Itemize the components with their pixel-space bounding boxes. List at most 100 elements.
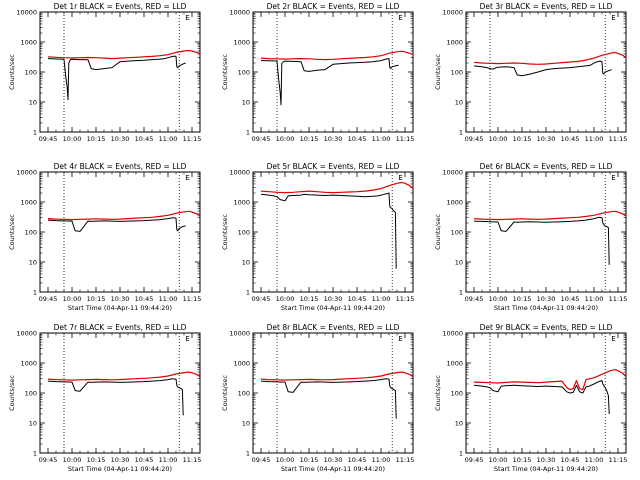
- y-tick-label: 100: [238, 69, 250, 77]
- marker-label: E: [398, 174, 402, 182]
- chart-panel-2: Det 2r BLACK = Events, RED = LLD 1 10 100 10…: [221, 2, 414, 143]
- y-tick-label: 1: [33, 450, 37, 458]
- y-tick-label: 100: [451, 390, 463, 398]
- chart-panel-5: Det 5r BLACK = Events, RED = LLD 1 10 100 10…: [221, 162, 414, 312]
- series-line-lld: [260, 50, 414, 61]
- x-tick-label: 11:00: [585, 295, 604, 303]
- x-tick-label: 11:15: [396, 135, 415, 143]
- x-tick-label: 10:30: [324, 295, 343, 303]
- chart-title: Det 1r BLACK = Events, RED = LLD: [54, 2, 187, 11]
- x-tick-label: 11:15: [609, 295, 628, 303]
- x-tick-label: 10:45: [135, 135, 154, 143]
- x-tick-label: 10:00: [63, 295, 82, 303]
- series-line-events: [260, 378, 397, 419]
- y-tick-label: 10: [29, 420, 37, 428]
- y-axis-label: Counts/sec: [221, 214, 229, 250]
- y-tick-label: 10: [455, 420, 463, 428]
- y-tick-label: 100: [25, 69, 37, 77]
- chart-title: Det 5r BLACK = Events, RED = LLD: [267, 162, 400, 171]
- x-tick-label: 11:00: [585, 456, 604, 464]
- marker-label: E: [185, 335, 189, 343]
- y-tick-label: 1000: [20, 360, 37, 368]
- y-tick-label: 100: [238, 229, 250, 237]
- series-line-events: [260, 192, 397, 269]
- y-tick-label: 100: [25, 390, 37, 398]
- x-tick-label: 10:00: [276, 135, 295, 143]
- series-line-events: [47, 55, 186, 101]
- y-axis-label: Counts/sec: [8, 214, 16, 250]
- y-tick-label: 1000: [233, 39, 250, 47]
- y-tick-label: 1: [459, 129, 463, 137]
- y-tick-label: 1000: [20, 199, 37, 207]
- y-tick-label: 10000: [16, 330, 37, 338]
- x-axis-label: Start Time (04-Apr-11 09:44:20): [68, 465, 172, 473]
- x-tick-label: 11:00: [585, 135, 604, 143]
- marker-label: E: [398, 335, 402, 343]
- y-tick-label: 10000: [16, 9, 37, 17]
- x-tick-label: 10:15: [87, 295, 106, 303]
- y-axis-label: Counts/sec: [221, 54, 229, 90]
- x-tick-label: 10:00: [63, 456, 82, 464]
- y-axis-label: Counts/sec: [8, 54, 16, 90]
- y-axis-label: Counts/sec: [8, 375, 16, 411]
- y-tick-label: 1: [246, 450, 250, 458]
- x-tick-label: 10:15: [300, 135, 319, 143]
- x-tick-label: 10:45: [135, 295, 154, 303]
- chart-title: Det 2r BLACK = Events, RED = LLD: [267, 2, 400, 11]
- x-tick-label: 10:45: [348, 295, 367, 303]
- x-tick-label: 10:15: [300, 456, 319, 464]
- x-axis-label: Start Time (04-Apr-11 09:44:20): [494, 465, 598, 473]
- marker-label: E: [611, 14, 615, 22]
- x-tick-label: 10:30: [537, 456, 556, 464]
- x-tick-label: 09:45: [39, 295, 58, 303]
- y-tick-label: 10000: [442, 9, 463, 17]
- x-tick-label: 11:15: [396, 456, 415, 464]
- chart-panel-3: Det 3r BLACK = Events, RED = LLD 1 10 100 10…: [434, 2, 627, 143]
- x-axis-label: Start Time (04-Apr-11 09:44:20): [281, 465, 385, 473]
- chart-panel-1: Det 1r BLACK = Events, RED = LLD 1 10 100 10…: [8, 2, 201, 143]
- chart-panel-9: Det 9r BLACK = Events, RED = LLD 1 10 100 10…: [434, 323, 627, 473]
- chart-title: Det 3r BLACK = Events, RED = LLD: [480, 2, 613, 11]
- y-axis-label: Counts/sec: [434, 375, 442, 411]
- x-tick-label: 10:30: [111, 295, 130, 303]
- marker-label: E: [611, 174, 615, 182]
- x-tick-label: 10:30: [111, 456, 130, 464]
- x-tick-label: 09:45: [252, 295, 271, 303]
- x-tick-label: 11:15: [183, 456, 202, 464]
- chart-title: Det 8r BLACK = Events, RED = LLD: [267, 323, 400, 332]
- chart-title: Det 9r BLACK = Events, RED = LLD: [480, 323, 613, 332]
- y-tick-label: 10000: [16, 169, 37, 177]
- y-tick-label: 1: [459, 450, 463, 458]
- x-tick-label: 10:30: [111, 135, 130, 143]
- x-tick-label: 09:45: [39, 135, 58, 143]
- y-tick-label: 100: [25, 229, 37, 237]
- x-tick-label: 09:45: [252, 135, 271, 143]
- y-tick-label: 1: [33, 289, 37, 297]
- x-tick-label: 09:45: [465, 135, 484, 143]
- series-line-lld: [47, 210, 201, 221]
- series-line-lld: [47, 49, 201, 60]
- x-tick-label: 10:00: [489, 456, 508, 464]
- series-line-lld: [473, 369, 627, 391]
- series-line-lld: [260, 371, 414, 381]
- x-axis-label: Start Time (04-Apr-11 09:44:20): [494, 304, 598, 312]
- series-line-events: [473, 380, 610, 415]
- x-tick-label: 11:15: [609, 135, 628, 143]
- series-line-events: [473, 60, 612, 77]
- x-tick-label: 09:45: [252, 456, 271, 464]
- x-tick-label: 11:15: [183, 135, 202, 143]
- x-tick-label: 10:00: [276, 295, 295, 303]
- x-tick-label: 10:45: [561, 135, 580, 143]
- x-tick-label: 10:45: [135, 456, 154, 464]
- x-tick-label: 10:45: [561, 456, 580, 464]
- marker-label: E: [185, 14, 189, 22]
- marker-label: E: [185, 174, 189, 182]
- series-line-lld: [260, 181, 414, 194]
- y-tick-label: 10: [242, 420, 250, 428]
- x-tick-label: 10:30: [324, 456, 343, 464]
- y-axis-label: Counts/sec: [221, 375, 229, 411]
- x-tick-label: 10:00: [489, 135, 508, 143]
- x-tick-label: 11:15: [183, 295, 202, 303]
- x-tick-label: 10:15: [513, 135, 532, 143]
- y-tick-label: 1000: [446, 360, 463, 368]
